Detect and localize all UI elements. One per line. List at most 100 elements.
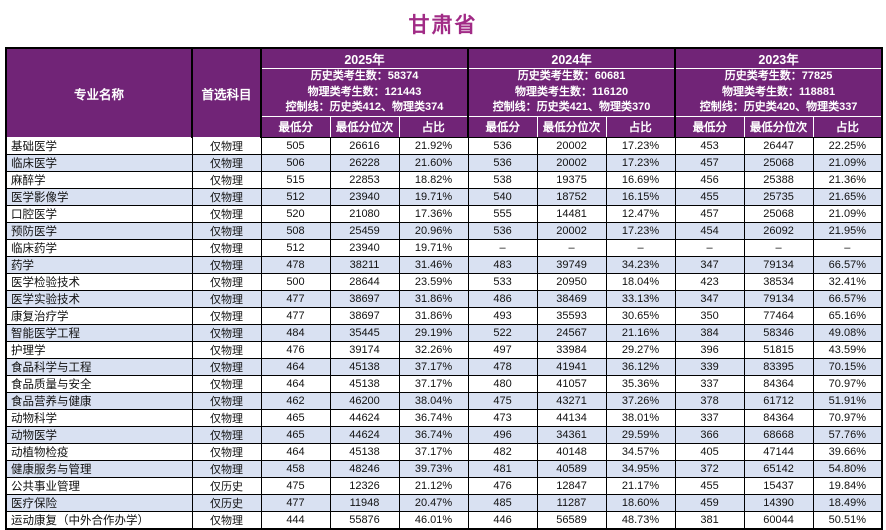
value-cell: 43.59%: [812, 341, 883, 359]
value-cell: 464: [260, 443, 331, 461]
major-cell: 医学检验技术: [5, 273, 193, 291]
metric-header-min-score: 最低分: [674, 116, 745, 138]
value-cell: 26092: [743, 222, 814, 240]
value-cell: 477: [260, 494, 331, 512]
major-cell: 运动康复（中外合作办学）: [5, 511, 193, 530]
value-cell: 14481: [536, 205, 607, 223]
value-cell: 20950: [536, 273, 607, 291]
value-cell: 337: [674, 409, 745, 427]
subject-cell: 仅物理: [191, 137, 262, 155]
value-cell: 473: [467, 409, 538, 427]
value-cell: 47144: [743, 443, 814, 461]
value-cell: 372: [674, 460, 745, 478]
page-title: 甘肃省: [408, 14, 478, 37]
value-cell: 21080: [329, 205, 400, 223]
value-cell: 29.19%: [398, 324, 469, 342]
value-cell: 455: [674, 188, 745, 206]
value-cell: 21.12%: [398, 477, 469, 495]
value-cell: 26616: [329, 137, 400, 155]
value-cell: 536: [467, 222, 538, 240]
subject-cell: 仅物理: [191, 290, 262, 308]
table-row: 口腔医学 仅物理 520 21080 17.36% 555 14481 12.47% 457 25…: [5, 205, 883, 223]
value-cell: 16.69%: [605, 171, 676, 189]
value-cell: 41941: [536, 358, 607, 376]
subject-cell: 仅物理: [191, 239, 262, 257]
value-cell: 56589: [536, 511, 607, 530]
value-cell: 31.46%: [398, 256, 469, 274]
value-cell: 35593: [536, 307, 607, 325]
value-cell: 464: [260, 358, 331, 376]
major-cell: 食品质量与安全: [5, 375, 193, 393]
value-cell: 350: [674, 307, 745, 325]
value-cell: –: [467, 239, 538, 257]
value-cell: 465: [260, 409, 331, 427]
value-cell: 493: [467, 307, 538, 325]
value-cell: 66.57%: [812, 256, 883, 274]
value-cell: 17.23%: [605, 154, 676, 172]
subject-cell: 仅历史: [191, 477, 262, 495]
table-row: 基础医学 仅物理 505 26616 21.92% 536 20002 17.23% 453 26…: [5, 137, 883, 155]
value-cell: 20002: [536, 154, 607, 172]
subject-cell: 仅物理: [191, 460, 262, 478]
major-cell: 智能医学工程: [5, 324, 193, 342]
value-cell: 68668: [743, 426, 814, 444]
value-cell: 475: [467, 392, 538, 410]
table-row: 临床药学 仅物理 512 23940 19.71% – – – – – –: [5, 239, 883, 257]
value-cell: 496: [467, 426, 538, 444]
value-cell: 65.16%: [812, 307, 883, 325]
value-cell: 476: [260, 341, 331, 359]
value-cell: 77464: [743, 307, 814, 325]
value-cell: 79134: [743, 256, 814, 274]
subject-cell: 仅物理: [191, 443, 262, 461]
subject-cell: 仅物理: [191, 358, 262, 376]
admission-score-table: 专业名称 首选科目 2025年 2024年 2023年 历史类考生数：58374…: [5, 47, 884, 530]
value-cell: 515: [260, 171, 331, 189]
value-cell: 44624: [329, 426, 400, 444]
table-row: 临床医学 仅物理 506 26228 21.60% 536 20002 17.23% 457 25…: [5, 154, 883, 172]
value-cell: 37.26%: [605, 392, 676, 410]
value-cell: 34.23%: [605, 256, 676, 274]
value-cell: 36.74%: [398, 409, 469, 427]
value-cell: 405: [674, 443, 745, 461]
value-cell: 464: [260, 375, 331, 393]
value-cell: 46.01%: [398, 511, 469, 530]
value-cell: 458: [260, 460, 331, 478]
value-cell: 45138: [329, 375, 400, 393]
major-cell: 基础医学: [5, 137, 193, 155]
major-cell: 口腔医学: [5, 205, 193, 223]
value-cell: 46200: [329, 392, 400, 410]
subject-cell: 仅物理: [191, 188, 262, 206]
year-header-2024: 2024年: [467, 47, 676, 69]
value-cell: 29.27%: [605, 341, 676, 359]
value-cell: 520: [260, 205, 331, 223]
value-cell: 453: [674, 137, 745, 155]
metric-header-ratio: 占比: [812, 116, 883, 138]
value-cell: 555: [467, 205, 538, 223]
value-cell: 21.09%: [812, 154, 883, 172]
value-cell: 38697: [329, 307, 400, 325]
value-cell: 25068: [743, 205, 814, 223]
value-cell: 17.36%: [398, 205, 469, 223]
value-cell: 25068: [743, 154, 814, 172]
value-cell: 40589: [536, 460, 607, 478]
value-cell: 34361: [536, 426, 607, 444]
value-cell: 51815: [743, 341, 814, 359]
value-cell: 21.09%: [812, 205, 883, 223]
value-cell: 84364: [743, 409, 814, 427]
major-cell: 医学影像学: [5, 188, 193, 206]
value-cell: 378: [674, 392, 745, 410]
table-row: 护理学 仅物理 476 39174 32.26% 497 33984 29.27% 396 518…: [5, 341, 883, 359]
value-cell: 21.16%: [605, 324, 676, 342]
subject-cell: 仅物理: [191, 256, 262, 274]
value-cell: 36.12%: [605, 358, 676, 376]
value-cell: 16.15%: [605, 188, 676, 206]
year-stats-2024: 历史类考生数：60681 物理类考生数：116120 控制线：历史类421、物理…: [467, 68, 676, 117]
value-cell: 37.17%: [398, 375, 469, 393]
value-cell: 444: [260, 511, 331, 530]
value-cell: 25388: [743, 171, 814, 189]
table-row: 动物科学 仅物理 465 44624 36.74% 473 44134 38.01% 337 84…: [5, 409, 883, 427]
value-cell: 12326: [329, 477, 400, 495]
table-row: 医疗保险 仅历史 477 11948 20.47% 485 11287 18.60% 459 14…: [5, 494, 883, 512]
value-cell: 14390: [743, 494, 814, 512]
value-cell: 33984: [536, 341, 607, 359]
